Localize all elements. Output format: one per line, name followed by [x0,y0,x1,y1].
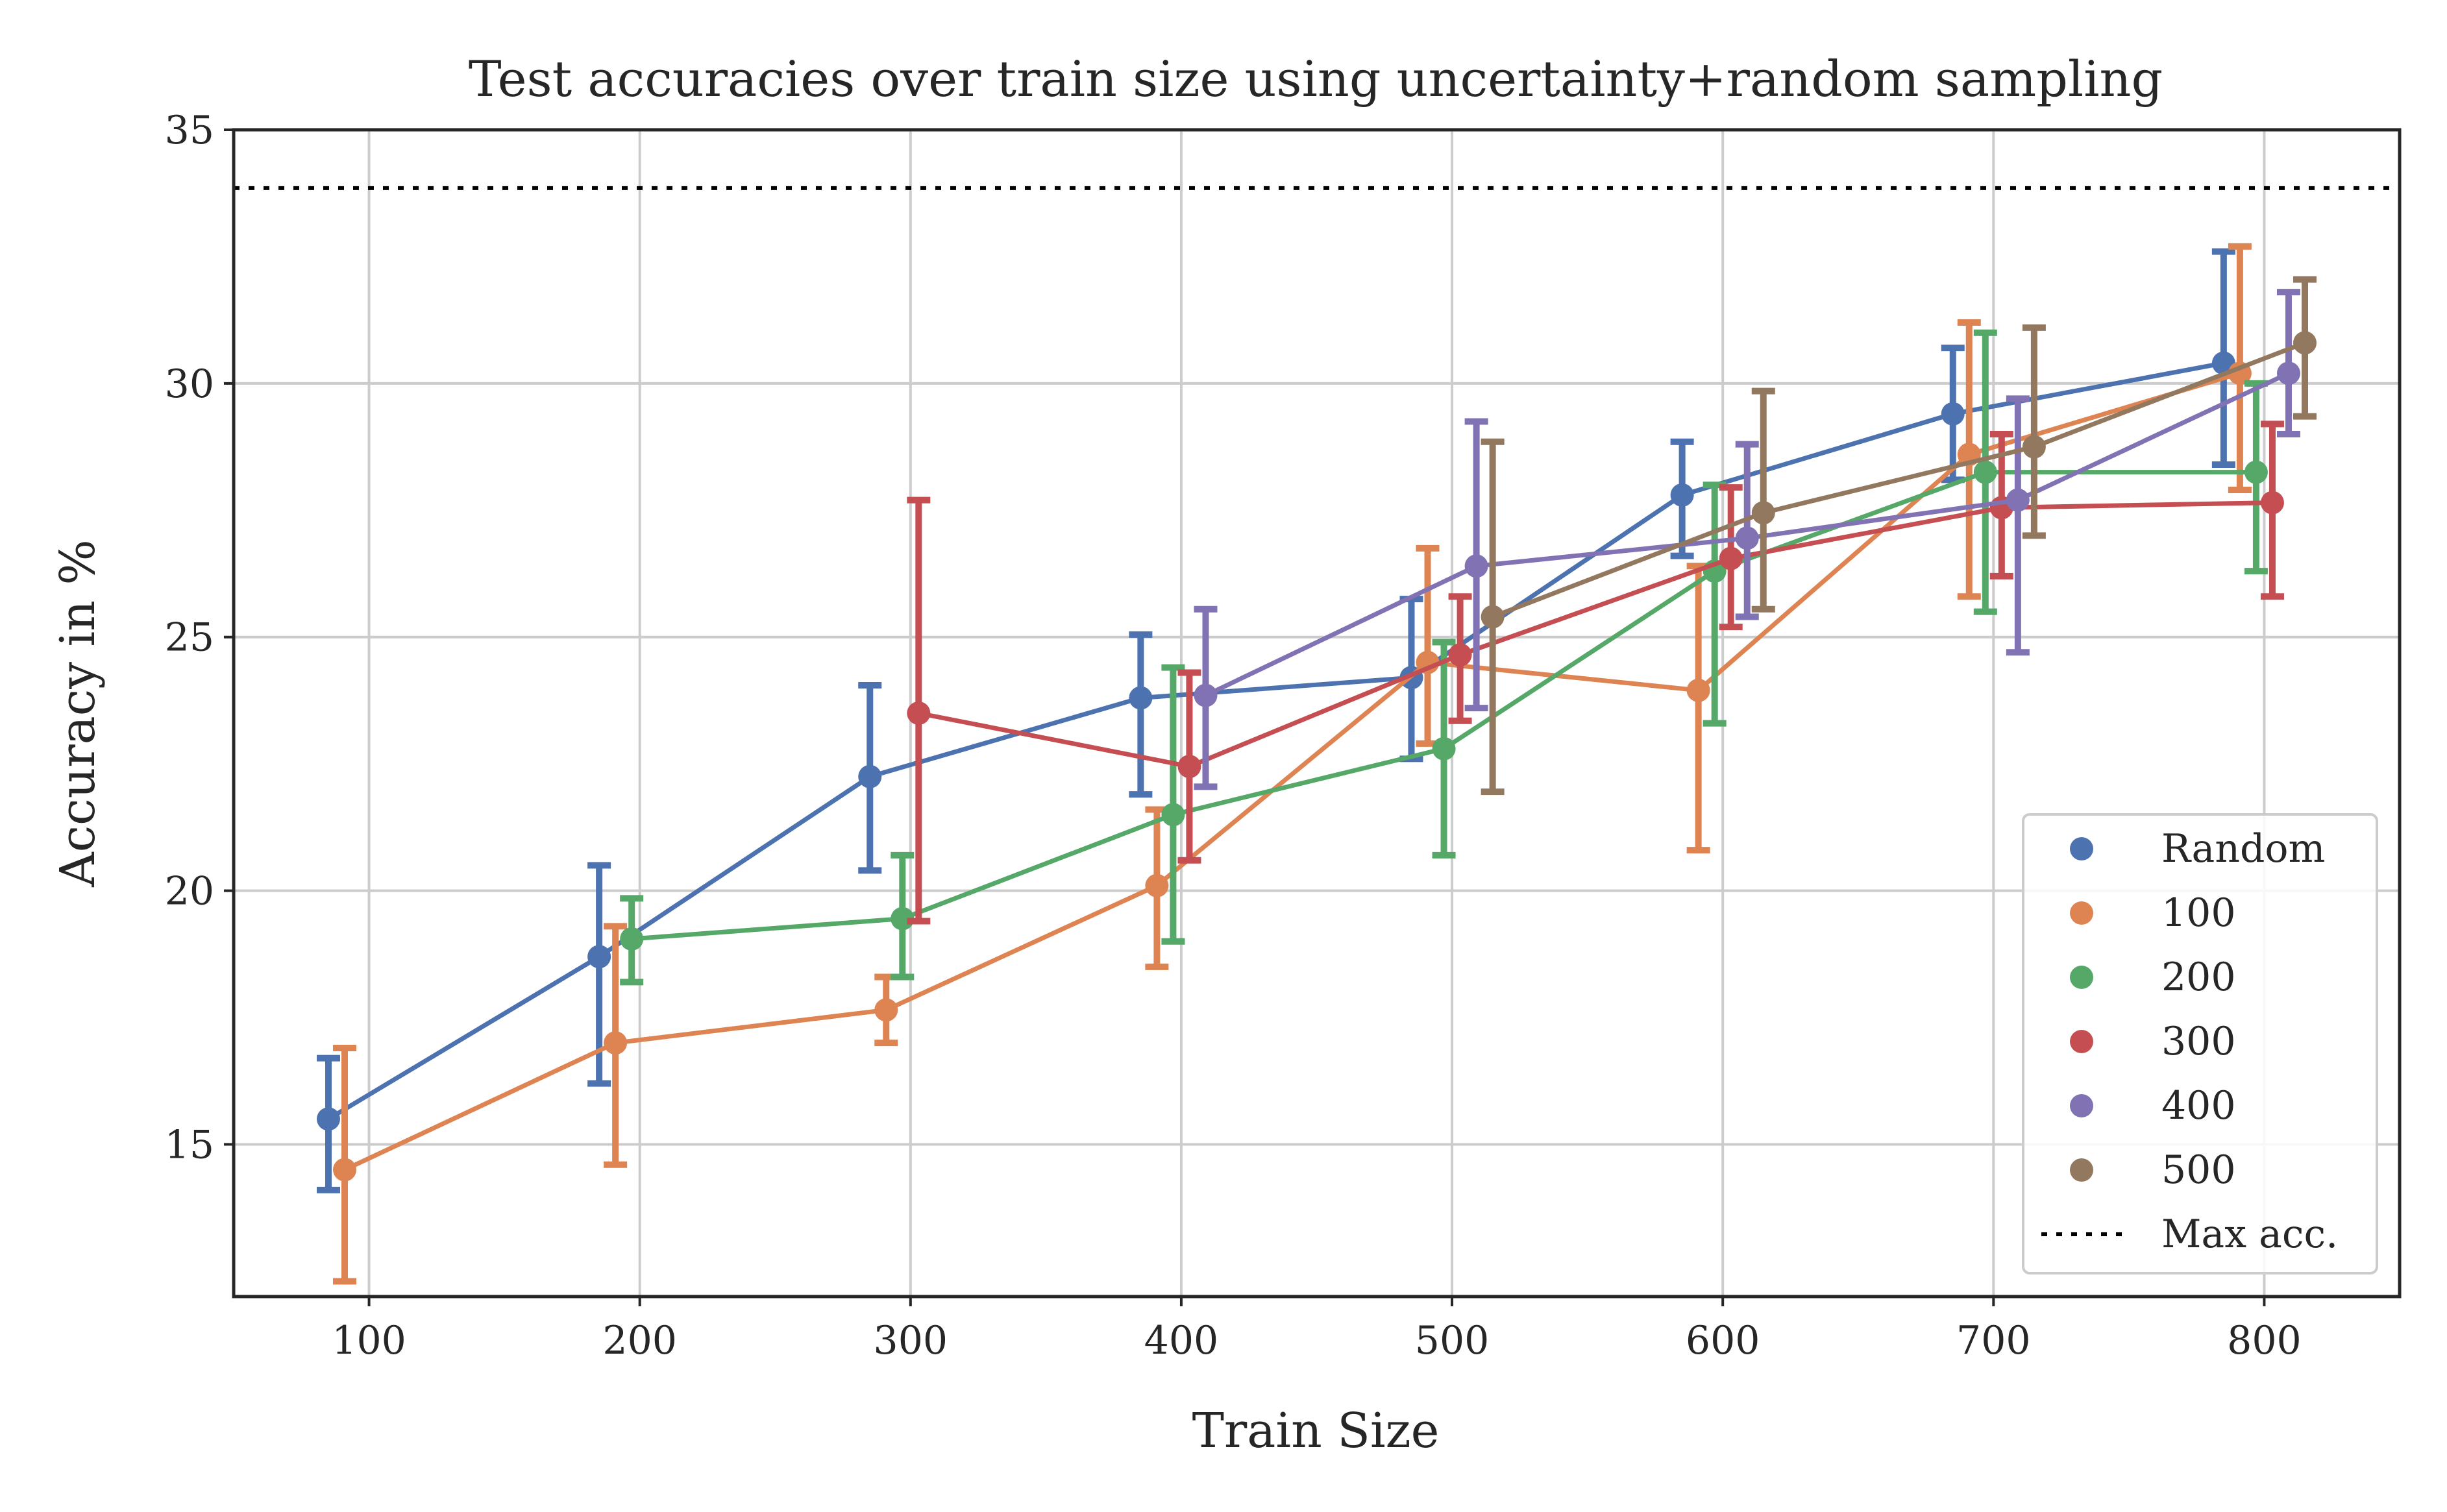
data-point [1973,460,1997,484]
series-500 [1481,276,2317,796]
series-random [316,248,2235,1193]
series-200 [620,329,2268,986]
series-line [327,361,2224,1121]
data-point [1670,483,1694,507]
legend: Random 100 200 300 400 500 Max acc. [2022,813,2378,1274]
data-point [1129,686,1153,710]
data-point [1751,501,1775,525]
x-axis-label: Train Size [1192,1403,1440,1459]
data-point [1177,755,1201,779]
legend-label: 400 [2161,1083,2236,1128]
legend-marker [2070,1094,2093,1117]
legend-marker [2070,901,2093,925]
legend-label-max-acc: Max acc. [2161,1212,2338,1257]
data-point [316,1107,340,1131]
legend-label: 500 [2161,1147,2236,1193]
data-point [1448,643,1472,667]
y-tick-label: 35 [165,108,214,153]
data-point [1735,526,1759,550]
y-axis-ticks: 15 20 25 30 35 [165,108,234,1167]
legend-marker [2070,1030,2093,1053]
data-point [1719,546,1743,570]
x-tick-label: 700 [1956,1318,2031,1363]
y-tick-label: 15 [165,1122,214,1167]
data-point [1432,737,1456,761]
x-tick-label: 500 [1415,1318,1490,1363]
series-line [1492,341,2306,619]
series-layer [316,243,2317,1285]
data-point [2022,435,2046,459]
data-point [858,764,882,788]
data-point [874,998,898,1022]
data-point [1481,605,1505,629]
data-point [2276,361,2300,385]
legend-marker [2070,837,2093,860]
legend-frame [2022,813,2378,1274]
data-point [1941,402,1965,426]
y-tick-label: 20 [165,869,214,914]
data-point [1194,683,1218,707]
x-axis-ticks: 100 200 300 400 500 600 700 800 [332,1297,2302,1363]
data-point [1161,803,1185,827]
series-400 [1194,289,2300,790]
legend-marker [2070,966,2093,989]
x-tick-label: 800 [2227,1318,2302,1363]
data-point [2293,331,2317,355]
x-tick-label: 600 [1686,1318,1760,1363]
data-point [333,1158,357,1182]
series-300 [907,421,2284,925]
plot-frame [232,128,2402,1299]
data-point [604,1031,628,1055]
y-axis-label: Accuracy in % [50,539,106,887]
legend-label: Random [2161,826,2325,872]
data-point [2244,460,2268,484]
data-point [907,701,931,725]
x-tick-label: 100 [332,1318,406,1363]
legend-label: 300 [2161,1019,2236,1064]
y-tick-label: 25 [165,615,214,661]
data-point [1464,554,1488,578]
series-line [918,500,2273,769]
x-tick-label: 400 [1144,1318,1219,1363]
legend-marker [2070,1158,2093,1182]
data-point [1686,678,1710,702]
legend-label: 200 [2161,955,2236,1000]
y-tick-label: 30 [165,361,214,407]
data-point [891,907,915,931]
data-point [620,927,644,951]
data-point [2260,491,2284,515]
data-point [587,945,611,969]
legend-label: 100 [2161,890,2236,936]
x-tick-label: 200 [602,1318,677,1363]
x-tick-label: 300 [874,1318,948,1363]
data-point [1145,873,1169,897]
data-point [2006,488,2030,512]
chart-title: Test accuracies over train size using un… [469,50,2163,108]
